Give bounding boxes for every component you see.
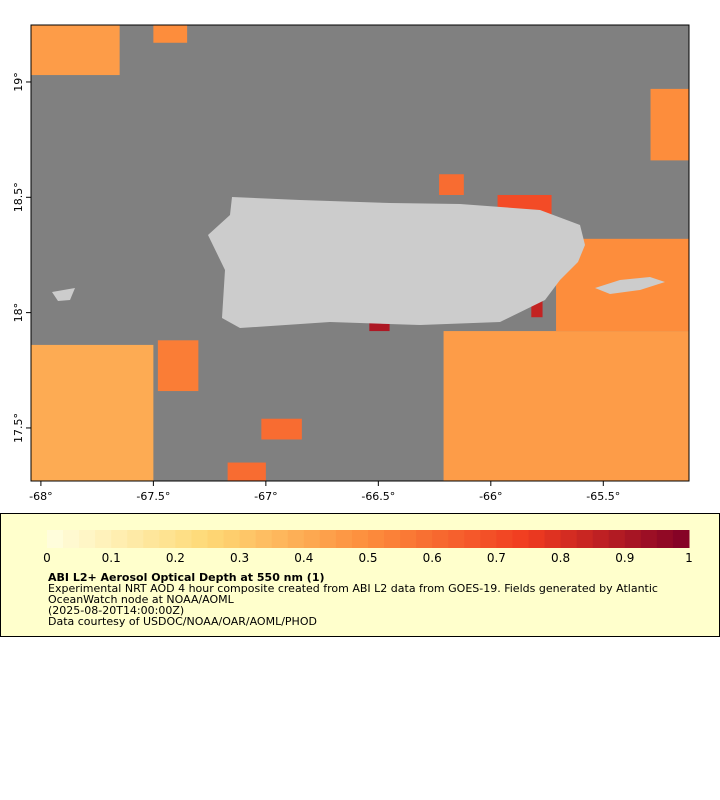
colorbar-step — [351, 530, 369, 548]
colorbar-step — [127, 530, 144, 548]
land — [52, 197, 665, 328]
aod-patch — [439, 174, 464, 195]
aod-patch — [369, 319, 390, 332]
colorbar-tick-label: 0.8 — [551, 551, 570, 565]
y-tick-label: 18.5° — [12, 182, 25, 212]
puerto-rico — [208, 197, 585, 328]
colorbar-step — [303, 530, 321, 548]
colorbar-step — [335, 530, 353, 548]
axes: -68° -67.5° -67° -66.5° -66° -65.5° 17.5° 18° 18… — [12, 72, 620, 503]
colorbar-tick-label: 0.1 — [102, 551, 121, 565]
aod-patch — [650, 88, 689, 161]
caption-line: OceanWatch node at NOAA/AOML — [48, 593, 235, 606]
colorbar-step — [448, 530, 465, 548]
colorbar-step — [416, 530, 433, 548]
mona-island — [52, 288, 75, 301]
colorbar-step — [207, 530, 225, 548]
colorbar-step — [560, 530, 578, 548]
colorbar-step — [464, 530, 481, 548]
x-tick-label: -65.5° — [586, 490, 620, 503]
y-tick-label: 19° — [12, 72, 25, 92]
colorbar-step — [223, 530, 241, 548]
colorbar-step — [400, 530, 417, 548]
colorbar-step — [640, 530, 658, 548]
colorbar-step — [79, 530, 96, 548]
colorbar-step — [592, 530, 610, 548]
colorbar-step — [47, 530, 64, 548]
aod-layer — [31, 25, 689, 481]
y-tick-label: 17.5° — [12, 413, 25, 443]
colorbar-step — [480, 530, 497, 548]
colorbar-step — [271, 530, 289, 548]
colorbar-step — [656, 530, 674, 548]
aod-patch — [443, 331, 689, 481]
colorbar-tick-label: 0 — [43, 551, 51, 565]
colorbar-tick-label: 1 — [685, 551, 693, 565]
x-tick-label: -68° — [29, 490, 52, 503]
colorbar-tick-label: 0.4 — [294, 551, 313, 565]
colorbar-step — [95, 530, 112, 548]
aod-patch — [157, 340, 199, 392]
y-tick-label: 18° — [12, 303, 25, 323]
colorbar-tick-label: 0.7 — [487, 551, 506, 565]
colorbar-step — [255, 530, 273, 548]
vieques — [595, 277, 665, 294]
colorbar-step — [175, 530, 192, 548]
colorbar-step — [368, 530, 385, 548]
caption-line: Data courtesy of USDOC/NOAA/OAR/AOML/PHO… — [48, 615, 317, 628]
colorbar: 0 0.1 0.2 0.3 0.4 0.5 0.6 0.7 0.8 0.9 1 — [43, 530, 693, 565]
x-tick-label: -67° — [254, 490, 277, 503]
aod-patch — [261, 418, 302, 440]
colorbar-step — [111, 530, 128, 548]
colorbar-step — [528, 530, 546, 548]
colorbar-tick-label: 0.6 — [423, 551, 442, 565]
colorbar-tick-label: 0.2 — [166, 551, 185, 565]
colorbar-step — [672, 530, 690, 548]
colorbar-step — [576, 530, 594, 548]
colorbar-step — [287, 530, 305, 548]
x-tick-label: -66° — [479, 490, 502, 503]
colorbar-tick-label: 0.9 — [615, 551, 634, 565]
aod-patch — [227, 462, 266, 481]
colorbar-step — [384, 530, 401, 548]
aod-patch — [31, 344, 154, 481]
colorbar-step — [159, 530, 176, 548]
caption-title: ABI L2+ Aerosol Optical Depth at 550 nm … — [48, 571, 325, 584]
colorbar-tick-label: 0.3 — [230, 551, 249, 565]
aod-patch — [531, 298, 543, 318]
colorbar-step — [496, 530, 513, 548]
aod-patch — [153, 25, 188, 43]
colorbar-step — [319, 530, 337, 548]
aod-patch — [31, 25, 120, 76]
colorbar-step — [143, 530, 160, 548]
colorbar-step — [432, 530, 449, 548]
x-tick-label: -66.5° — [361, 490, 395, 503]
caption-line: (2025-08-20T14:00:00Z) — [48, 604, 184, 617]
colorbar-step — [544, 530, 562, 548]
colorbar-step — [63, 530, 80, 548]
colorbar-step — [239, 530, 257, 548]
caption-line: Experimental NRT AOD 4 hour composite cr… — [48, 582, 658, 595]
colorbar-tick-label: 0.5 — [358, 551, 377, 565]
x-tick-label: -67.5° — [136, 490, 170, 503]
colorbar-step — [512, 530, 529, 548]
colorbar-step — [608, 530, 626, 548]
colorbar-step — [624, 530, 642, 548]
map-frame — [30, 24, 690, 482]
colorbar-step — [191, 530, 208, 548]
